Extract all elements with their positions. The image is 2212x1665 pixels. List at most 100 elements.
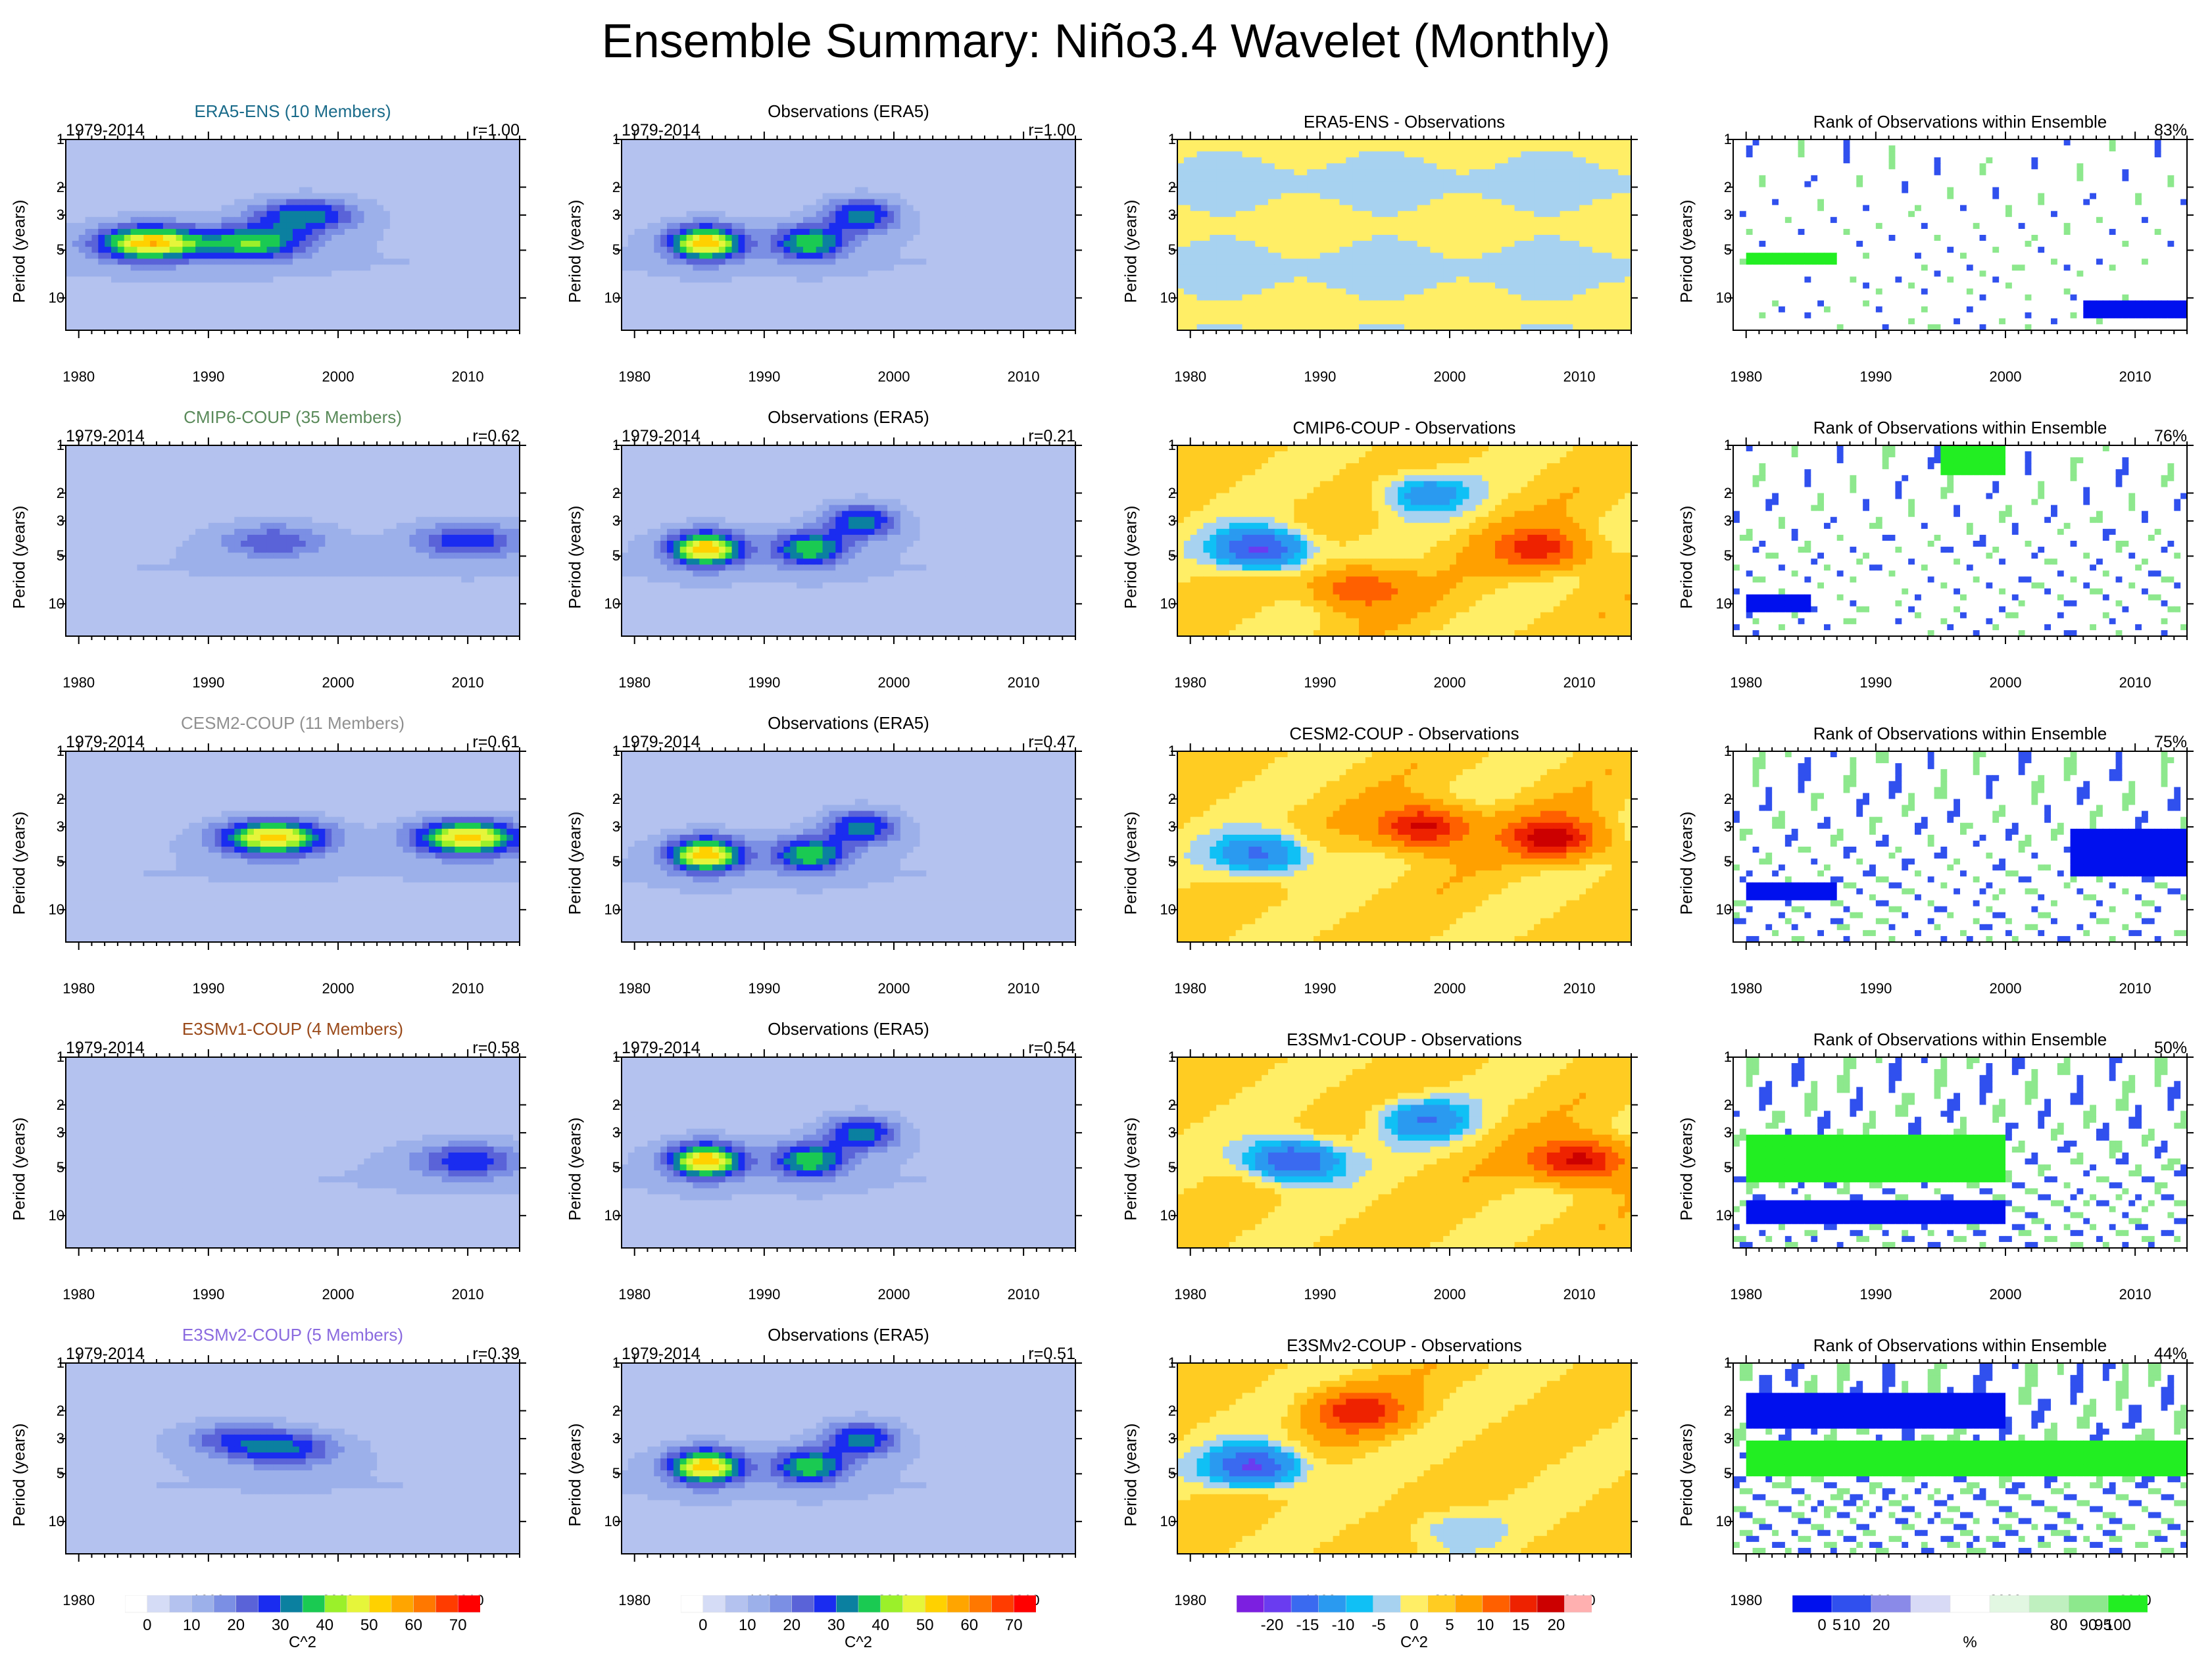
heat-cell bbox=[997, 235, 1005, 241]
heat-cell bbox=[894, 318, 901, 325]
heat-cell bbox=[706, 199, 713, 206]
heat-cell bbox=[1004, 199, 1012, 206]
heat-cell bbox=[189, 175, 196, 182]
heat-cell bbox=[253, 247, 261, 253]
heat-cell bbox=[906, 139, 914, 146]
heat-cell bbox=[622, 312, 629, 319]
heat-cell bbox=[1586, 145, 1593, 152]
heat-cell bbox=[985, 312, 992, 319]
heat-cell bbox=[848, 216, 856, 224]
heat-cell bbox=[370, 282, 378, 289]
heat-cell bbox=[266, 306, 274, 313]
heat-cell bbox=[468, 145, 475, 152]
heat-cell bbox=[72, 163, 80, 170]
heat-cell bbox=[1017, 324, 1024, 331]
heat-cell bbox=[117, 264, 125, 271]
heat-cell bbox=[745, 199, 752, 206]
heat-cell bbox=[797, 211, 804, 218]
heat-cell bbox=[422, 169, 430, 176]
heat-cell bbox=[1062, 169, 1069, 176]
heat-cell bbox=[822, 253, 830, 259]
heat-cell bbox=[1030, 247, 1037, 253]
heat-cell bbox=[111, 324, 118, 331]
heat-cell bbox=[117, 282, 125, 289]
heat-cell bbox=[1346, 145, 1353, 152]
heat-cell bbox=[124, 270, 132, 278]
heat-cell bbox=[91, 187, 99, 194]
heat-cell bbox=[377, 306, 384, 313]
heat-cell bbox=[803, 145, 810, 152]
heat-cell bbox=[448, 282, 456, 289]
heat-cell bbox=[409, 300, 416, 307]
heat-cell bbox=[332, 139, 339, 146]
heat-cell bbox=[770, 211, 778, 218]
heat-cell bbox=[913, 324, 921, 331]
heat-cell bbox=[842, 270, 849, 278]
heat-cell bbox=[78, 151, 86, 158]
heat-cell bbox=[364, 205, 371, 212]
heat-cell bbox=[842, 163, 849, 170]
heat-cell bbox=[622, 181, 629, 188]
heat-cell bbox=[370, 163, 378, 170]
y-tick-label: 3 bbox=[46, 207, 64, 224]
heat-cell bbox=[926, 181, 933, 188]
heat-cell bbox=[706, 145, 713, 152]
heat-cell bbox=[660, 253, 668, 259]
heat-cell bbox=[887, 306, 895, 313]
heat-cell bbox=[881, 145, 888, 152]
heat-cell bbox=[641, 175, 649, 182]
heat-cell bbox=[1566, 145, 1573, 152]
heat-cell bbox=[389, 169, 397, 176]
heat-cell bbox=[939, 193, 946, 200]
heat-cell bbox=[783, 216, 791, 224]
heat-cell bbox=[985, 169, 992, 176]
heat-cell bbox=[790, 259, 797, 265]
heat-cell bbox=[435, 282, 443, 289]
heat-cell bbox=[764, 199, 772, 206]
heat-cell bbox=[85, 235, 93, 241]
heat-cell bbox=[797, 259, 804, 265]
heat-cell bbox=[389, 264, 397, 271]
heat-cell bbox=[1036, 169, 1044, 176]
heat-cell bbox=[874, 276, 881, 284]
heat-cell bbox=[214, 253, 222, 259]
heat-cell bbox=[429, 282, 436, 289]
heat-cell bbox=[712, 175, 720, 182]
heat-cell bbox=[480, 300, 488, 307]
heat-cell bbox=[803, 300, 810, 307]
heat-cell bbox=[1069, 163, 1076, 170]
heat-cell bbox=[78, 270, 86, 278]
heat-cell bbox=[816, 199, 823, 206]
heat-cell bbox=[162, 300, 170, 307]
heat-cell bbox=[1062, 199, 1069, 206]
heat-cell bbox=[693, 169, 700, 176]
heat-cell bbox=[1605, 151, 1613, 158]
heat-cell bbox=[991, 193, 998, 200]
heat-cell bbox=[1625, 151, 1632, 158]
heat-cell bbox=[641, 169, 649, 176]
heat-cell bbox=[1183, 163, 1191, 170]
heat-cell bbox=[266, 211, 274, 218]
heat-cell bbox=[1049, 282, 1057, 289]
heat-cell bbox=[790, 187, 797, 194]
heat-cell bbox=[699, 169, 706, 176]
heat-cell bbox=[673, 253, 681, 259]
heat-cell bbox=[221, 276, 229, 284]
heat-cell bbox=[162, 216, 170, 224]
heat-cell bbox=[725, 318, 733, 325]
heat-cell bbox=[965, 235, 972, 241]
heat-cell bbox=[247, 259, 255, 265]
heat-cell bbox=[247, 282, 255, 289]
heat-cell bbox=[370, 294, 378, 301]
heat-cell bbox=[854, 199, 862, 206]
heat-cell bbox=[422, 222, 430, 230]
heat-cell bbox=[487, 151, 495, 158]
heat-cell bbox=[965, 259, 972, 265]
heat-cell bbox=[822, 241, 830, 247]
heat-cell bbox=[1229, 151, 1237, 158]
heat-cell bbox=[926, 264, 933, 271]
heat-cell bbox=[965, 288, 972, 295]
heat-cell bbox=[461, 151, 468, 158]
heat-cell bbox=[1579, 157, 1586, 164]
heat-cell bbox=[978, 193, 985, 200]
